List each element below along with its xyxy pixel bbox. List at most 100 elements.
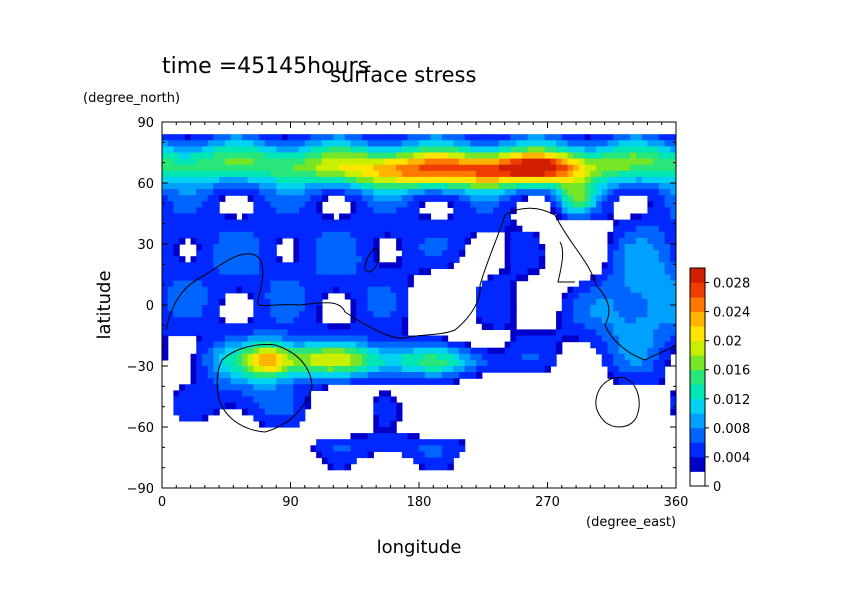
field-cell xyxy=(344,451,352,459)
field-cell xyxy=(601,317,609,324)
field-cell xyxy=(373,323,380,330)
field-cell xyxy=(264,146,272,154)
field-cell xyxy=(247,256,254,263)
colorbar-swatch xyxy=(690,369,705,385)
field-cell xyxy=(653,140,660,147)
field-cell xyxy=(276,262,283,269)
field-cell xyxy=(162,231,169,239)
field-cell xyxy=(493,158,500,166)
field-cell xyxy=(236,353,243,361)
field-cell xyxy=(379,207,386,215)
field-cell xyxy=(264,225,272,233)
field-cell xyxy=(333,268,340,276)
field-cell xyxy=(544,140,551,147)
field-cell xyxy=(167,317,175,324)
field-cell xyxy=(310,384,317,391)
field-cell xyxy=(653,183,660,190)
field-cell xyxy=(316,262,323,269)
field-cell xyxy=(630,183,637,190)
field-cell xyxy=(373,366,380,373)
field-cell xyxy=(630,317,637,324)
field-cell xyxy=(196,268,203,276)
field-cell xyxy=(287,311,294,318)
field-cell xyxy=(207,219,214,227)
field-cell xyxy=(624,323,631,330)
field-cell xyxy=(190,170,197,178)
field-cell xyxy=(613,280,620,288)
field-cell xyxy=(624,298,631,306)
field-cell xyxy=(607,329,614,337)
field-cell xyxy=(270,176,277,184)
field-cell xyxy=(184,189,192,196)
field-cell xyxy=(350,250,357,257)
field-cell xyxy=(544,195,551,202)
field-cell xyxy=(259,183,266,190)
field-cell xyxy=(658,323,666,330)
field-cell xyxy=(270,366,277,373)
field-cell xyxy=(253,384,260,391)
field-cell xyxy=(276,311,283,318)
field-cell xyxy=(213,341,220,349)
field-cell xyxy=(310,378,317,385)
field-cell xyxy=(401,298,409,306)
field-cell xyxy=(379,183,386,190)
field-cell xyxy=(470,213,477,221)
field-cell xyxy=(162,250,169,257)
field-cell xyxy=(350,176,357,184)
field-cell xyxy=(436,359,443,367)
field-cell xyxy=(556,207,563,215)
field-cell xyxy=(327,164,334,172)
x-units-label: (degree_east) xyxy=(586,515,676,530)
field-cell xyxy=(344,231,352,239)
field-cell xyxy=(281,335,289,343)
field-cell xyxy=(573,195,580,202)
field-cell xyxy=(527,158,534,166)
field-cell xyxy=(658,335,666,343)
field-cell xyxy=(561,335,569,343)
field-cell xyxy=(607,317,614,324)
field-cell xyxy=(436,244,443,251)
field-cell xyxy=(487,298,494,306)
field-cell xyxy=(527,329,534,337)
field-cell xyxy=(201,164,209,172)
field-cell xyxy=(396,170,403,178)
y-tick-label: 0 xyxy=(146,299,154,314)
field-cell xyxy=(533,164,540,172)
field-cell xyxy=(430,244,437,251)
field-cell xyxy=(521,231,529,239)
field-cell xyxy=(247,335,254,343)
field-cell xyxy=(430,439,437,446)
field-cell xyxy=(653,317,660,324)
field-cell xyxy=(384,298,392,306)
field-cell xyxy=(304,244,312,251)
field-cell xyxy=(276,256,283,263)
field-cell xyxy=(173,213,180,221)
field-cell xyxy=(287,335,294,343)
field-cell xyxy=(367,237,374,245)
field-cell xyxy=(447,250,454,257)
field-cell xyxy=(162,353,169,361)
field-cell xyxy=(424,213,432,221)
field-cell xyxy=(647,341,654,349)
field-cell xyxy=(550,176,557,184)
field-cell xyxy=(190,225,197,233)
field-cell xyxy=(201,268,209,276)
field-cell xyxy=(596,140,603,147)
field-cell xyxy=(596,164,603,172)
field-cell xyxy=(213,183,220,190)
field-cell xyxy=(247,329,254,337)
field-cell xyxy=(333,176,340,184)
field-cell xyxy=(316,170,323,178)
field-cell xyxy=(333,439,340,446)
field-cell xyxy=(533,183,540,190)
field-cell xyxy=(436,445,443,452)
field-cell xyxy=(241,225,249,233)
field-cell xyxy=(658,213,666,221)
field-cell xyxy=(304,317,312,324)
field-cell xyxy=(213,237,220,245)
field-cell xyxy=(396,286,403,294)
field-cell xyxy=(213,286,220,294)
field-cell xyxy=(396,311,403,318)
field-cell xyxy=(413,250,420,257)
field-cell xyxy=(624,286,631,294)
